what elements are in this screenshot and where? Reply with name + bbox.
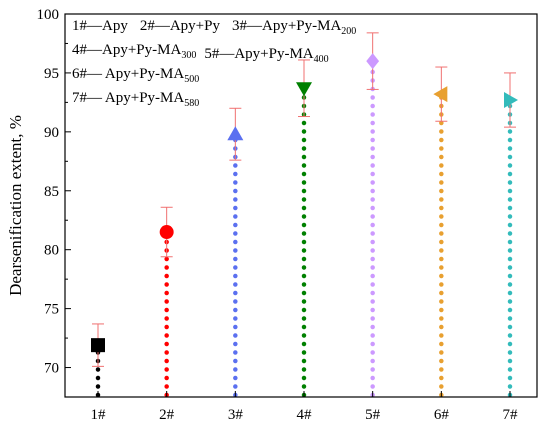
data-point-6: [433, 66, 448, 398]
y-tick-label: 100: [37, 7, 60, 23]
y-tick-label: 70: [44, 361, 59, 377]
legend-entry-3: 3#—Apy+Py-MA: [232, 18, 341, 34]
x-tick-label: 6#: [434, 407, 450, 423]
y-tick-label: 95: [44, 66, 59, 82]
legend-subscript: 300: [181, 50, 196, 61]
legend-entry-6: 6#— Apy+Py-MA: [72, 66, 184, 82]
y-tick-label: 90: [44, 125, 59, 141]
data-point-7: [504, 72, 518, 398]
plot-frame: [64, 13, 538, 398]
x-tick-label: 2#: [159, 407, 175, 423]
marker-circle: [159, 225, 174, 240]
x-tick-label: 3#: [228, 407, 244, 423]
data-point-2: [159, 206, 174, 398]
data-point-3: [227, 107, 244, 398]
x-tick-label: 4#: [297, 407, 313, 423]
legend-subscript: 500: [184, 74, 199, 85]
legend-entry-2: 2#—Apy+Py: [140, 18, 221, 34]
marker-diamond: [366, 53, 380, 70]
y-tick-label: 80: [44, 243, 59, 259]
x-tick-label: 1#: [91, 407, 107, 423]
legend-subscript: 400: [314, 54, 329, 65]
legend-row-4: 7#— Apy+Py-MA580: [72, 90, 199, 109]
y-tick-label: 85: [44, 184, 59, 200]
data-point-4: [296, 59, 312, 398]
plot-area: [91, 32, 518, 398]
legend-entry-7: 7#— Apy+Py-MA: [72, 90, 184, 106]
legend-row-1: 1#—Apy 2#—Apy+Py 3#—Apy+Py-MA200: [72, 18, 356, 37]
marker-triangle-left: [433, 86, 448, 103]
axes: 70 75 80 85 90 95 100 1# 2# 3# 4# 5# 6# 7#: [37, 7, 519, 423]
marker-triangle-right: [504, 92, 518, 109]
legend-entry-5: 5#—Apy+Py-MA: [204, 46, 313, 62]
y-axis-title: Dearsenification extent, %: [6, 115, 25, 296]
legend-subscript: 580: [184, 98, 199, 109]
marker-triangle-up: [227, 126, 244, 141]
marker-square: [91, 338, 105, 353]
data-point-1: [91, 323, 105, 398]
data-point-5: [366, 32, 380, 398]
legend: 1#—Apy 2#—Apy+Py 3#—Apy+Py-MA200 4#—Apy+Py-…: [72, 18, 356, 109]
x-tick-label: 7#: [503, 407, 519, 423]
legend-subscript: 200: [341, 26, 356, 37]
y-tick-label: 75: [44, 302, 59, 318]
marker-triangle-down: [296, 82, 312, 97]
legend-entry-1: 1#—Apy: [72, 18, 128, 34]
x-tick-label: 5#: [365, 407, 381, 423]
legend-row-3: 6#— Apy+Py-MA500: [72, 66, 199, 85]
legend-row-2: 4#—Apy+Py-MA300 5#—Apy+Py-MA400: [72, 42, 329, 65]
legend-entry-4: 4#—Apy+Py-MA: [72, 42, 181, 58]
